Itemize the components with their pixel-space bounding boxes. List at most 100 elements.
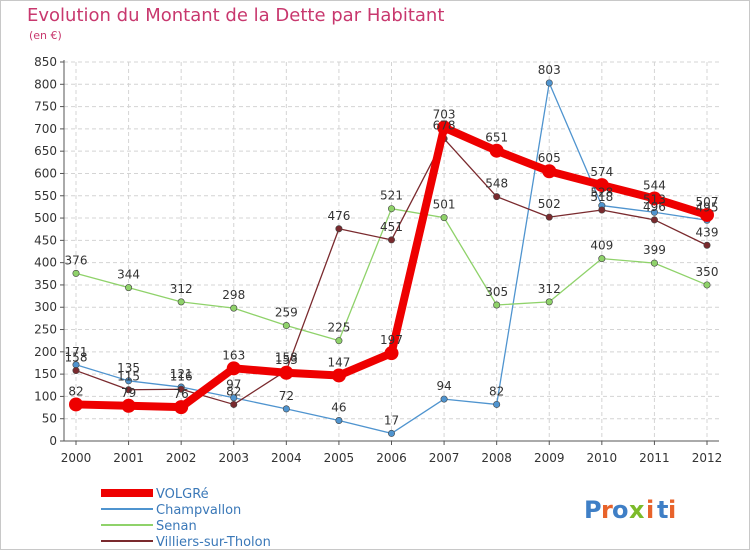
data-label: 121 xyxy=(170,367,193,381)
data-label: 225 xyxy=(327,321,350,335)
legend-label: Villiers-sur-Tholon xyxy=(156,535,271,549)
data-label: 46 xyxy=(331,400,346,414)
data-point xyxy=(700,207,714,222)
x-tick-label: 2010 xyxy=(587,451,618,465)
data-label: 259 xyxy=(275,306,298,320)
y-tick-label: 750 xyxy=(34,100,57,114)
data-label: 439 xyxy=(696,225,719,239)
brand-letter: i xyxy=(646,496,654,524)
data-point xyxy=(493,301,501,309)
y-tick-label: 800 xyxy=(34,77,57,91)
data-point xyxy=(69,397,83,412)
data-point xyxy=(703,241,711,249)
data-label: 147 xyxy=(327,355,350,369)
data-label: 82 xyxy=(68,384,83,398)
data-label: 197 xyxy=(380,333,403,347)
data-point xyxy=(125,386,133,394)
data-label: 135 xyxy=(117,361,140,375)
x-tick-label: 2008 xyxy=(481,451,512,465)
y-tick-label: 500 xyxy=(34,211,57,225)
series-layer xyxy=(69,79,714,437)
chart-title: Evolution du Montant de la Dette par Hab… xyxy=(27,5,445,26)
data-label: 350 xyxy=(696,265,719,279)
data-label: 496 xyxy=(643,200,666,214)
data-point xyxy=(282,405,290,413)
data-label: 803 xyxy=(538,63,561,77)
data-label: 409 xyxy=(590,239,613,253)
data-point xyxy=(387,236,395,244)
y-tick-label: 150 xyxy=(34,367,57,381)
y-tick-label: 300 xyxy=(34,300,57,314)
data-label: 399 xyxy=(643,243,666,257)
legend-label: Champvallon xyxy=(156,503,241,518)
y-tick-label: 550 xyxy=(34,189,57,203)
x-tick-label: 2001 xyxy=(113,451,144,465)
x-tick-label: 2004 xyxy=(271,451,302,465)
data-point xyxy=(650,259,658,267)
data-label: 605 xyxy=(538,151,561,165)
data-label: 513 xyxy=(643,192,666,206)
data-label: 518 xyxy=(590,190,613,204)
data-label: 574 xyxy=(590,165,613,179)
data-label: 528 xyxy=(590,186,613,200)
data-point xyxy=(545,213,553,221)
data-point xyxy=(226,361,241,376)
x-tick-label: 2012 xyxy=(692,451,723,465)
data-point xyxy=(335,416,343,424)
data-label: 344 xyxy=(117,268,140,282)
y-tick-label: 250 xyxy=(34,323,57,337)
data-label: 153 xyxy=(275,353,298,367)
data-point xyxy=(493,193,501,201)
data-label: 94 xyxy=(436,379,451,393)
y-tick-label: 400 xyxy=(34,256,57,270)
x-tick-label: 2002 xyxy=(166,451,197,465)
axes: 0 50 100 150 200 250 300 350 400 450 500 550 600 650 7… xyxy=(34,55,722,465)
brand-letter: r xyxy=(601,496,613,524)
y-tick-label: 600 xyxy=(34,166,57,180)
data-point xyxy=(545,298,553,306)
x-tick-label: 2011 xyxy=(639,451,670,465)
y-tick-label: 700 xyxy=(34,122,57,136)
data-point xyxy=(335,225,343,233)
data-point xyxy=(650,216,658,224)
data-label: 82 xyxy=(226,384,241,398)
data-label: 476 xyxy=(327,209,350,223)
chart-subtitle: (en €) xyxy=(29,29,62,42)
y-tick-label: 450 xyxy=(34,233,57,247)
data-point xyxy=(230,400,238,408)
data-point xyxy=(650,208,658,216)
data-point xyxy=(489,143,504,158)
data-point xyxy=(703,281,711,289)
data-label: 502 xyxy=(538,197,561,211)
y-tick-label: 850 xyxy=(34,55,57,69)
data-label: 158 xyxy=(275,351,298,365)
data-point xyxy=(387,429,395,437)
data-label: 544 xyxy=(643,178,666,192)
data-label: 298 xyxy=(222,288,245,302)
data-point xyxy=(125,284,133,292)
data-label: 521 xyxy=(380,189,403,203)
data-point xyxy=(598,206,606,214)
data-point xyxy=(72,269,80,277)
data-label: 507 xyxy=(696,195,719,209)
y-tick-label: 200 xyxy=(34,345,57,359)
data-label: 76 xyxy=(174,387,189,401)
data-point xyxy=(384,346,399,361)
data-point xyxy=(387,205,395,213)
data-point xyxy=(282,322,290,330)
data-point xyxy=(440,395,448,403)
data-point xyxy=(542,164,557,179)
data-point xyxy=(331,368,346,383)
data-label: 678 xyxy=(433,119,456,133)
y-tick-label: 50 xyxy=(42,412,57,426)
data-point xyxy=(279,365,294,380)
data-label: 79 xyxy=(121,386,136,400)
data-label: 501 xyxy=(433,198,456,212)
x-tick-label: 2007 xyxy=(429,451,460,465)
data-point xyxy=(598,255,606,263)
data-label: 376 xyxy=(65,253,88,267)
data-point xyxy=(545,79,553,87)
data-label: 305 xyxy=(485,285,508,299)
